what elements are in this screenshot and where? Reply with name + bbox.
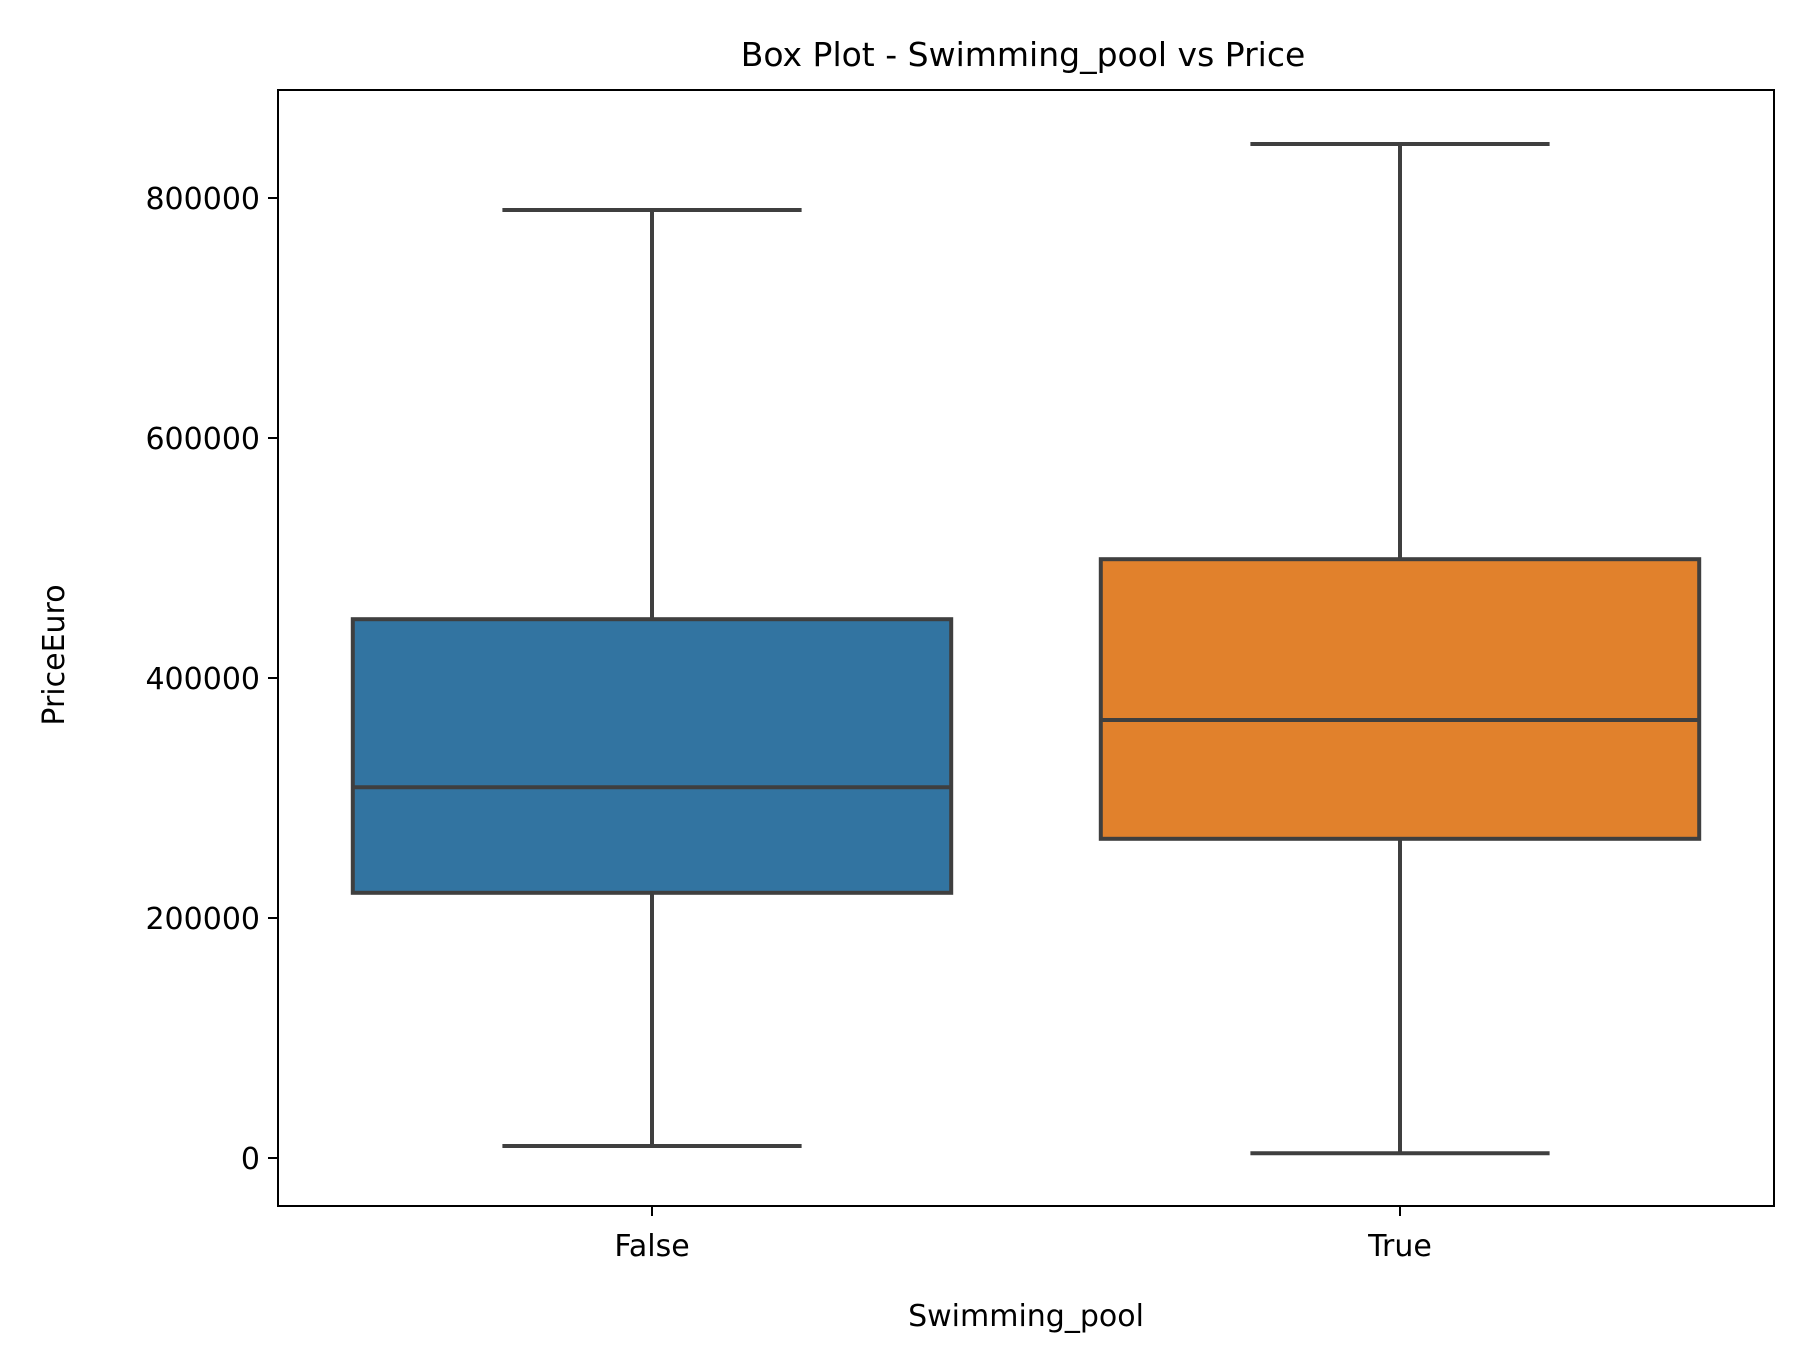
- plot-area: [350, 142, 1702, 1156]
- y-tick-label: 800000: [145, 182, 260, 217]
- box-false: [350, 617, 954, 895]
- y-tick-label: 600000: [145, 422, 260, 457]
- box-group-true: [1098, 142, 1702, 1156]
- box-group-false: [350, 208, 954, 1148]
- y-tick-label: 200000: [145, 902, 260, 937]
- y-tick-label: 0: [241, 1142, 260, 1177]
- box-true: [1098, 557, 1702, 841]
- x-axis: False True: [614, 1206, 1432, 1264]
- y-tick-label: 400000: [145, 662, 260, 697]
- x-tick-label: False: [614, 1229, 689, 1264]
- y-axis-label: PriceEuro: [37, 584, 72, 725]
- x-tick-label: True: [1367, 1229, 1432, 1264]
- y-axis: 0 200000 400000 600000 800000: [145, 182, 278, 1177]
- chart-title: Box Plot - Swimming_pool vs Price: [741, 35, 1306, 74]
- x-axis-label: Swimming_pool: [908, 1299, 1144, 1334]
- plot-frame: [277, 89, 1775, 1207]
